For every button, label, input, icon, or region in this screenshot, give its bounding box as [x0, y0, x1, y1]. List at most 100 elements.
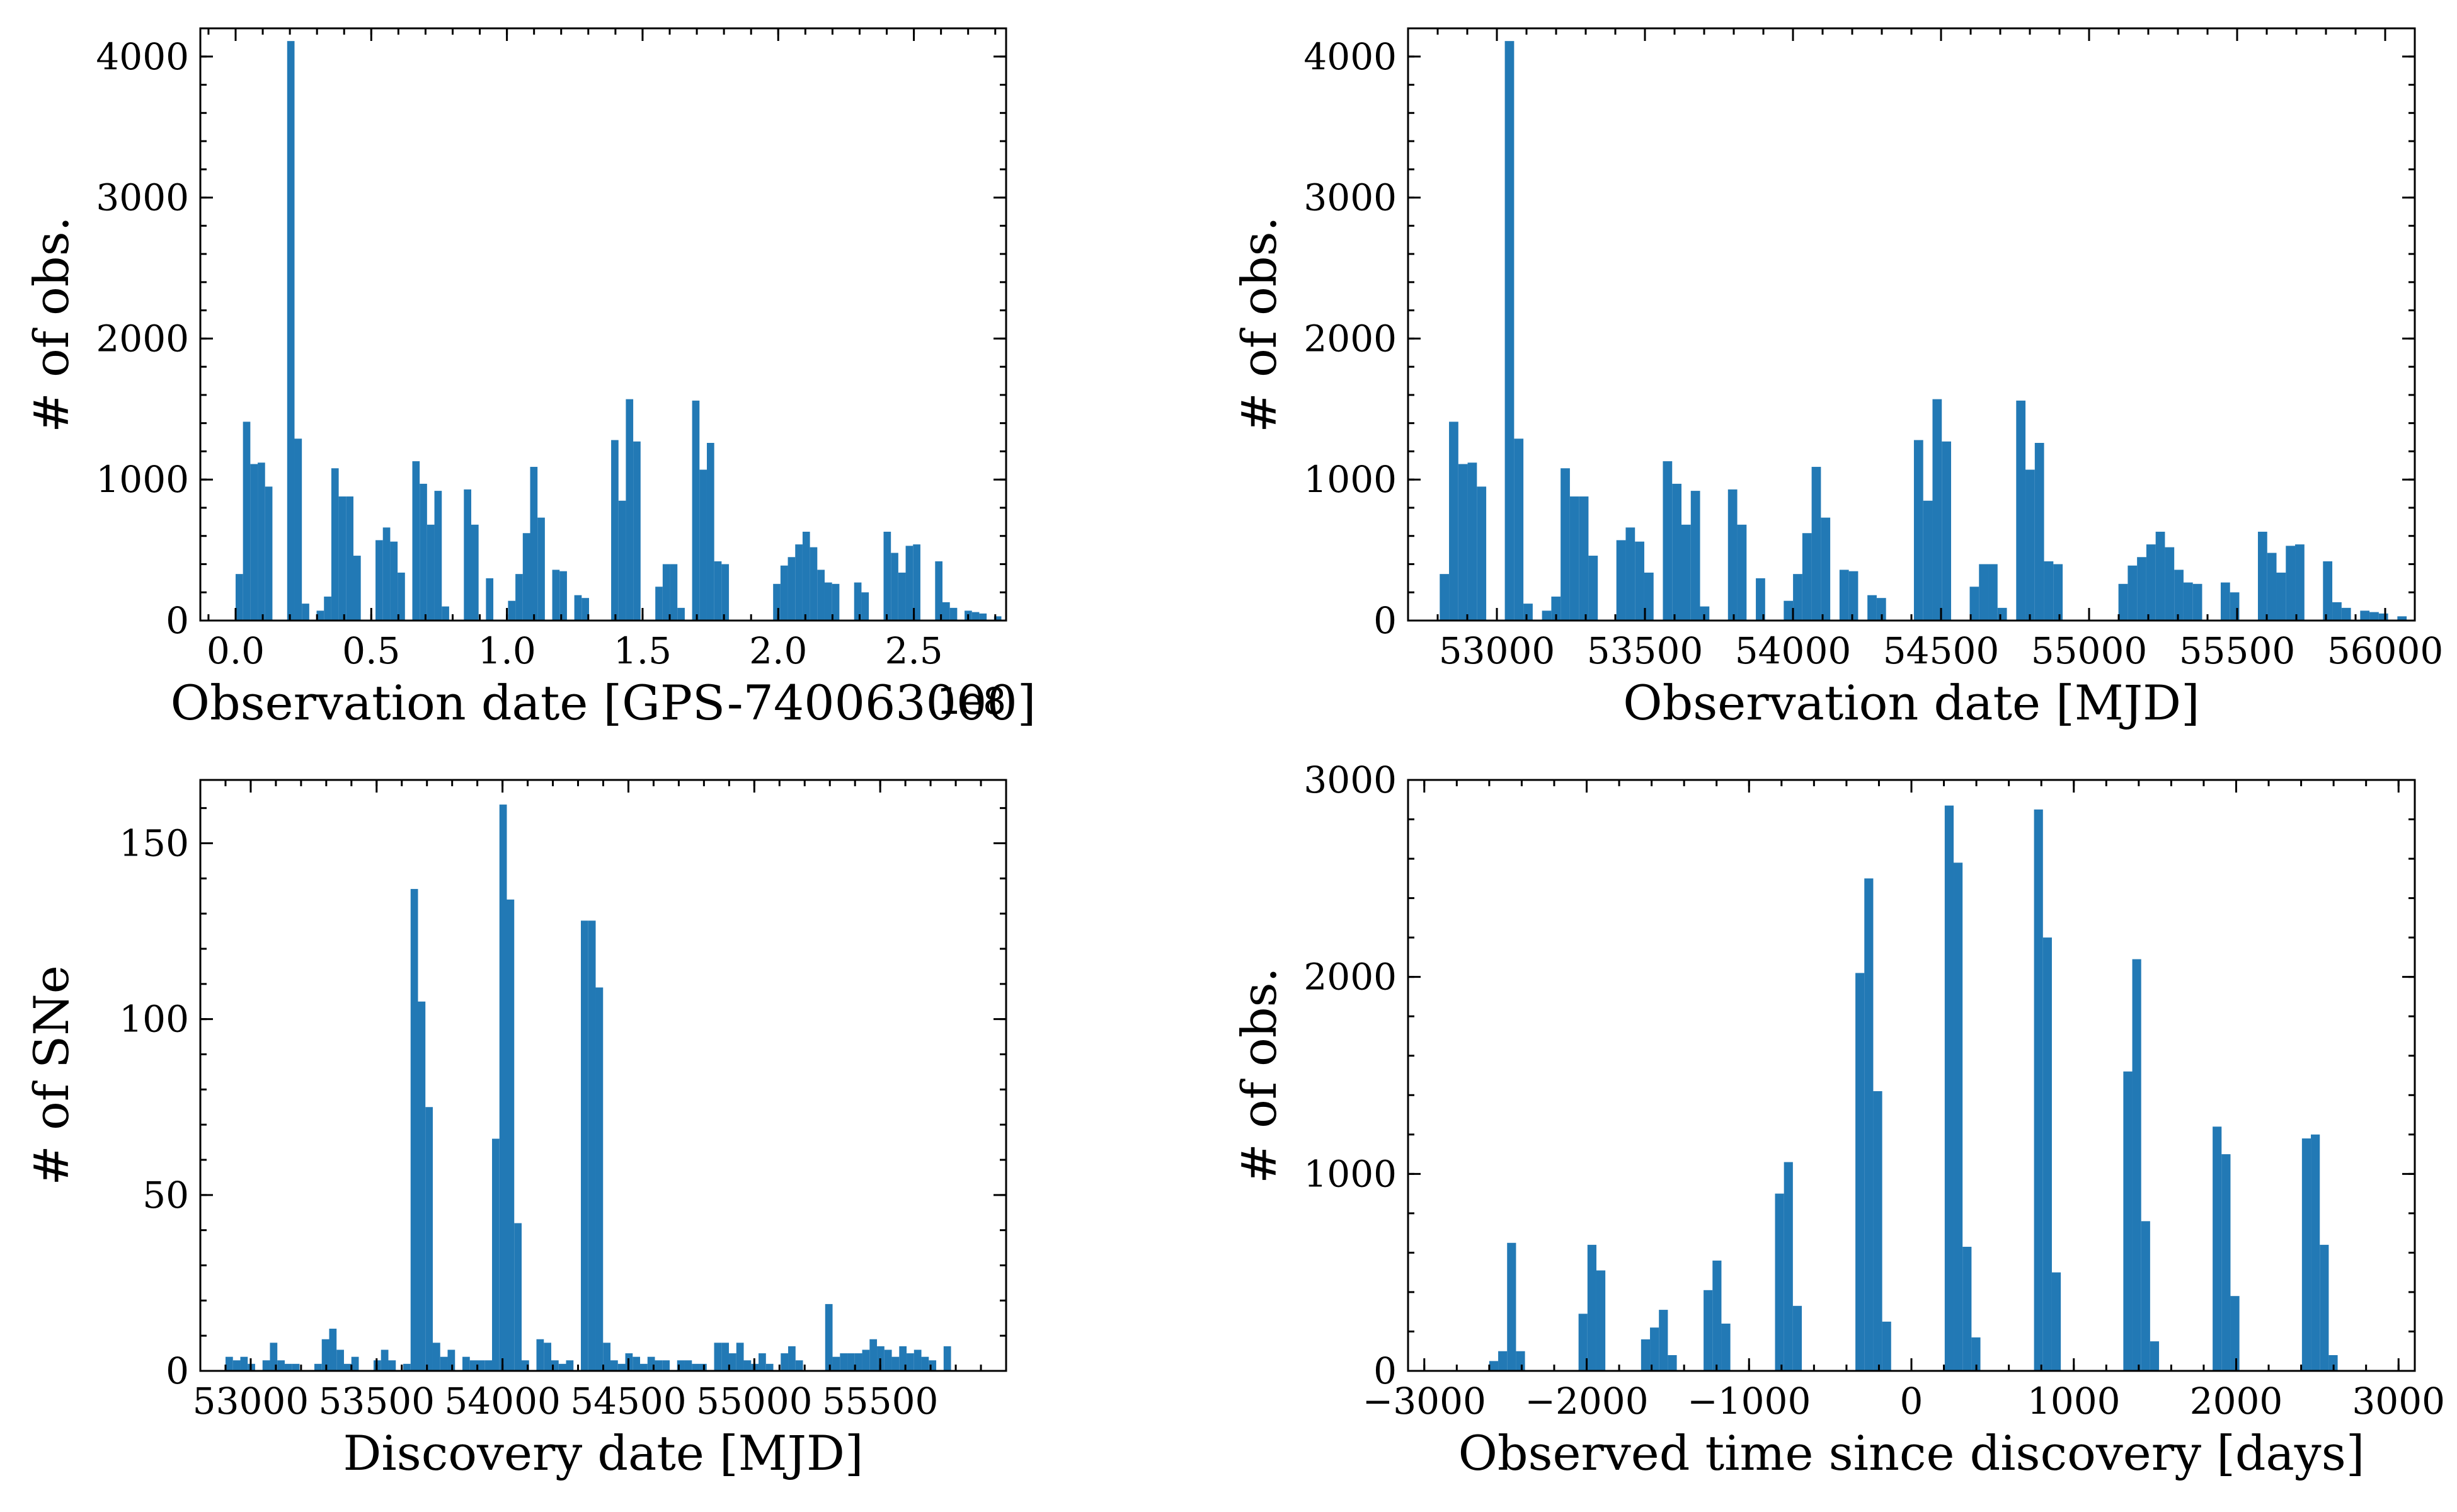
x-tick-label: −3000: [1363, 1380, 1486, 1423]
bar: [338, 496, 346, 621]
bar: [515, 574, 523, 621]
bar: [2183, 582, 2193, 621]
bar: [684, 1360, 692, 1371]
bar: [1988, 564, 1998, 621]
bar: [883, 532, 891, 621]
bar: [522, 533, 530, 621]
bar: [321, 1339, 329, 1371]
bars: [1489, 805, 2338, 1371]
bar: [743, 1360, 752, 1371]
bar: [832, 583, 840, 621]
ticks: [199, 780, 1007, 1372]
bar: [795, 1360, 803, 1371]
bar: [706, 443, 714, 621]
bar: [854, 1353, 862, 1371]
bar: [1712, 1260, 1722, 1371]
bar: [551, 1360, 559, 1371]
x-tick-label: 55500: [822, 1380, 939, 1423]
ticks: [200, 27, 1006, 622]
bar: [2174, 570, 2184, 621]
bar: [884, 1349, 892, 1371]
bar: [714, 1343, 722, 1371]
bar: [2146, 544, 2156, 621]
x-tick-label: 54500: [570, 1380, 687, 1423]
bar: [1523, 604, 1533, 621]
bar: [1864, 878, 1874, 1371]
bar: [471, 524, 479, 621]
bar: [1793, 574, 1802, 621]
bar: [1802, 533, 1812, 621]
bar: [390, 541, 398, 621]
bar: [464, 489, 471, 621]
bar: [1644, 572, 1654, 621]
bar: [440, 1356, 448, 1371]
axes-frame: [1407, 779, 2416, 1372]
y-axis-label: # of obs.: [1231, 216, 1287, 432]
bar: [316, 610, 324, 621]
bar: [854, 582, 862, 621]
bar: [1458, 464, 1468, 621]
bar: [530, 467, 538, 621]
bar: [1700, 606, 1710, 621]
bar: [781, 1353, 789, 1371]
bar: [2025, 469, 2035, 621]
bar: [536, 1339, 544, 1371]
bar: [508, 600, 516, 621]
bar: [2221, 1154, 2231, 1371]
bar: [588, 920, 596, 1371]
bar: [559, 571, 567, 621]
y-tick-label: 2000: [1303, 317, 1397, 360]
bar: [1504, 41, 1515, 621]
x-tick-label: 1000: [2027, 1380, 2121, 1423]
bar: [403, 1363, 411, 1371]
bar: [270, 1343, 278, 1371]
x-tick-label: −1000: [1687, 1380, 1811, 1423]
bar: [1962, 1247, 1972, 1371]
bar: [522, 1360, 529, 1371]
bar: [351, 1356, 359, 1371]
bar: [232, 1360, 241, 1371]
bar: [410, 889, 418, 1371]
bar: [1923, 500, 1933, 621]
bar: [1616, 540, 1626, 621]
bar: [1650, 1327, 1659, 1371]
y-tick-label: 0: [1373, 1349, 1397, 1392]
bar: [566, 1360, 574, 1371]
bar: [235, 574, 243, 621]
bar: [2192, 583, 2202, 621]
bar: [1969, 587, 1979, 621]
bar: [432, 1343, 440, 1371]
bar: [647, 1356, 655, 1371]
bar: [2378, 613, 2388, 621]
x-tick-label: 53500: [319, 1380, 435, 1423]
bar: [943, 1346, 951, 1371]
bar: [2267, 553, 2277, 621]
bar: [1690, 491, 1700, 621]
bar: [825, 1303, 833, 1371]
bar: [418, 1001, 426, 1371]
bar: [265, 486, 273, 621]
bar: [240, 1356, 248, 1371]
bar: [425, 1107, 433, 1371]
y-tick-label: 2000: [96, 317, 189, 360]
panel-observation-date-mjd: 53000 53500 54000 54500 55000 55500 56000 0 1000…: [1231, 27, 2443, 731]
bar: [2220, 582, 2230, 621]
bar: [2311, 1134, 2320, 1371]
bar: [721, 1343, 730, 1371]
bar: [1625, 527, 1635, 621]
bar: [898, 572, 906, 621]
x-tick-label: 0.0: [207, 629, 265, 672]
bar: [434, 491, 442, 621]
bar: [677, 607, 685, 621]
bar: [847, 1353, 855, 1371]
bar: [1848, 571, 1858, 621]
bar: [2034, 443, 2044, 621]
panel-discovery-date: 53000 53500 54000 54500 55000 55500 0 50 100 150 D…: [23, 779, 1007, 1481]
x-tick-label: 2.0: [749, 629, 807, 672]
bar: [655, 587, 663, 621]
bar: [1821, 517, 1831, 621]
bar: [692, 1363, 700, 1371]
bar: [381, 1349, 389, 1371]
x-tick-label: 55500: [2179, 629, 2296, 672]
bar: [979, 613, 987, 621]
